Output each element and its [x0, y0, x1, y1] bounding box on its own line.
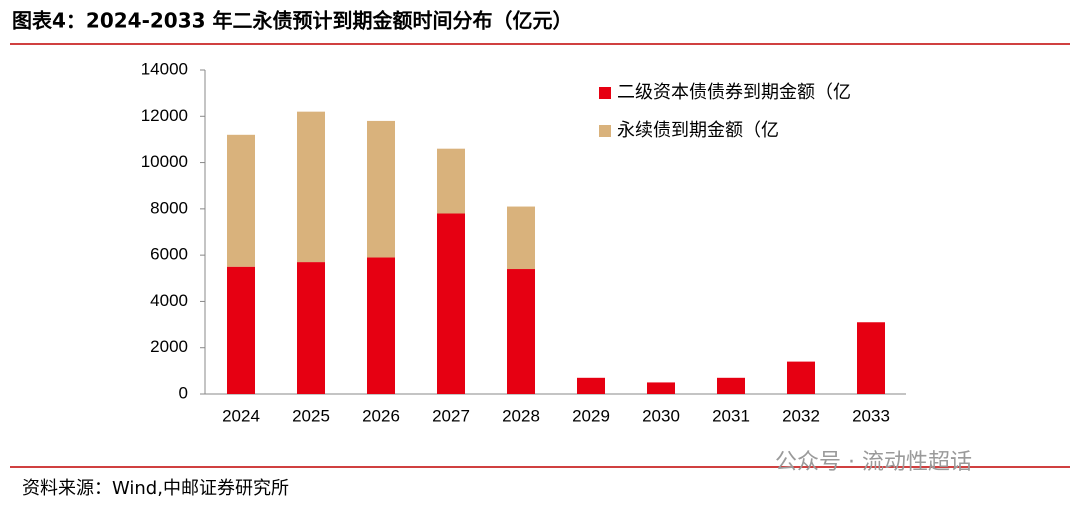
chart-title: 图表4：2024-2033 年二永债预计到期金额时间分布（亿元） — [12, 9, 573, 33]
x-tick-label: 2030 — [642, 406, 680, 425]
x-tick-label: 2029 — [572, 406, 610, 425]
x-tick-label: 2028 — [502, 406, 540, 425]
watermark: 公众号 · 流动性超话 — [775, 450, 972, 475]
legend-label: 二级资本债债券到期金额（亿 — [617, 82, 851, 103]
y-tick-label: 0 — [179, 383, 188, 402]
bar-segment — [507, 206, 535, 270]
x-tick-label: 2031 — [712, 406, 750, 425]
x-tick-label: 2033 — [852, 406, 890, 425]
x-tick-label: 2032 — [782, 406, 820, 425]
bar-segment — [577, 377, 605, 394]
legend-swatch — [599, 87, 611, 99]
bar-segment — [367, 120, 395, 258]
bar-segment — [367, 257, 395, 394]
y-tick-label: 14000 — [141, 59, 188, 78]
bar-segment — [857, 322, 885, 394]
bar-segment — [227, 134, 255, 267]
bar-segment — [437, 148, 465, 214]
bar-segment — [647, 382, 675, 394]
y-tick-label: 6000 — [150, 245, 188, 264]
y-tick-label: 10000 — [141, 152, 188, 171]
x-tick-label: 2025 — [292, 406, 330, 425]
y-tick-label: 2000 — [150, 337, 188, 356]
y-tick-label: 8000 — [150, 198, 188, 217]
x-tick-label: 2026 — [362, 406, 400, 425]
bar-segment — [437, 213, 465, 394]
source: 资料来源：Wind,中邮证券研究所 — [22, 478, 289, 499]
bar-segment — [297, 111, 325, 263]
bar-segment — [787, 361, 815, 394]
legend-swatch — [599, 125, 611, 137]
bar-segment — [227, 266, 255, 394]
x-tick-label: 2027 — [432, 406, 470, 425]
bar-segment — [297, 262, 325, 394]
y-tick-label: 4000 — [150, 291, 188, 310]
y-tick-label: 12000 — [141, 106, 188, 125]
bar-segment — [507, 269, 535, 394]
legend-label: 永续债到期金额（亿 — [617, 120, 779, 141]
bar-segment — [717, 377, 745, 394]
x-tick-label: 2024 — [222, 406, 260, 425]
